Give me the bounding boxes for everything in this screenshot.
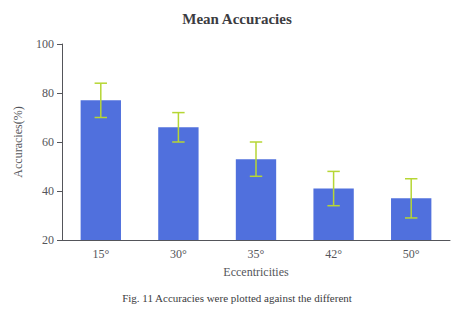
svg-text:50°: 50°: [403, 247, 420, 261]
svg-text:Accuracies(%): Accuracies(%): [11, 106, 25, 177]
svg-text:40: 40: [42, 184, 54, 198]
svg-text:15°: 15°: [92, 247, 109, 261]
svg-text:100: 100: [36, 37, 54, 51]
svg-text:Fig. 11 Accuracies were plotte: Fig. 11 Accuracies were plotted against …: [122, 292, 352, 304]
svg-text:42°: 42°: [325, 247, 342, 261]
svg-text:60: 60: [42, 135, 54, 149]
svg-text:80: 80: [42, 86, 54, 100]
svg-text:Mean Accuracies: Mean Accuracies: [182, 11, 292, 27]
svg-text:Eccentricities: Eccentricities: [223, 265, 289, 279]
svg-text:35°: 35°: [248, 247, 265, 261]
svg-text:20: 20: [42, 233, 54, 247]
svg-text:30°: 30°: [170, 247, 187, 261]
